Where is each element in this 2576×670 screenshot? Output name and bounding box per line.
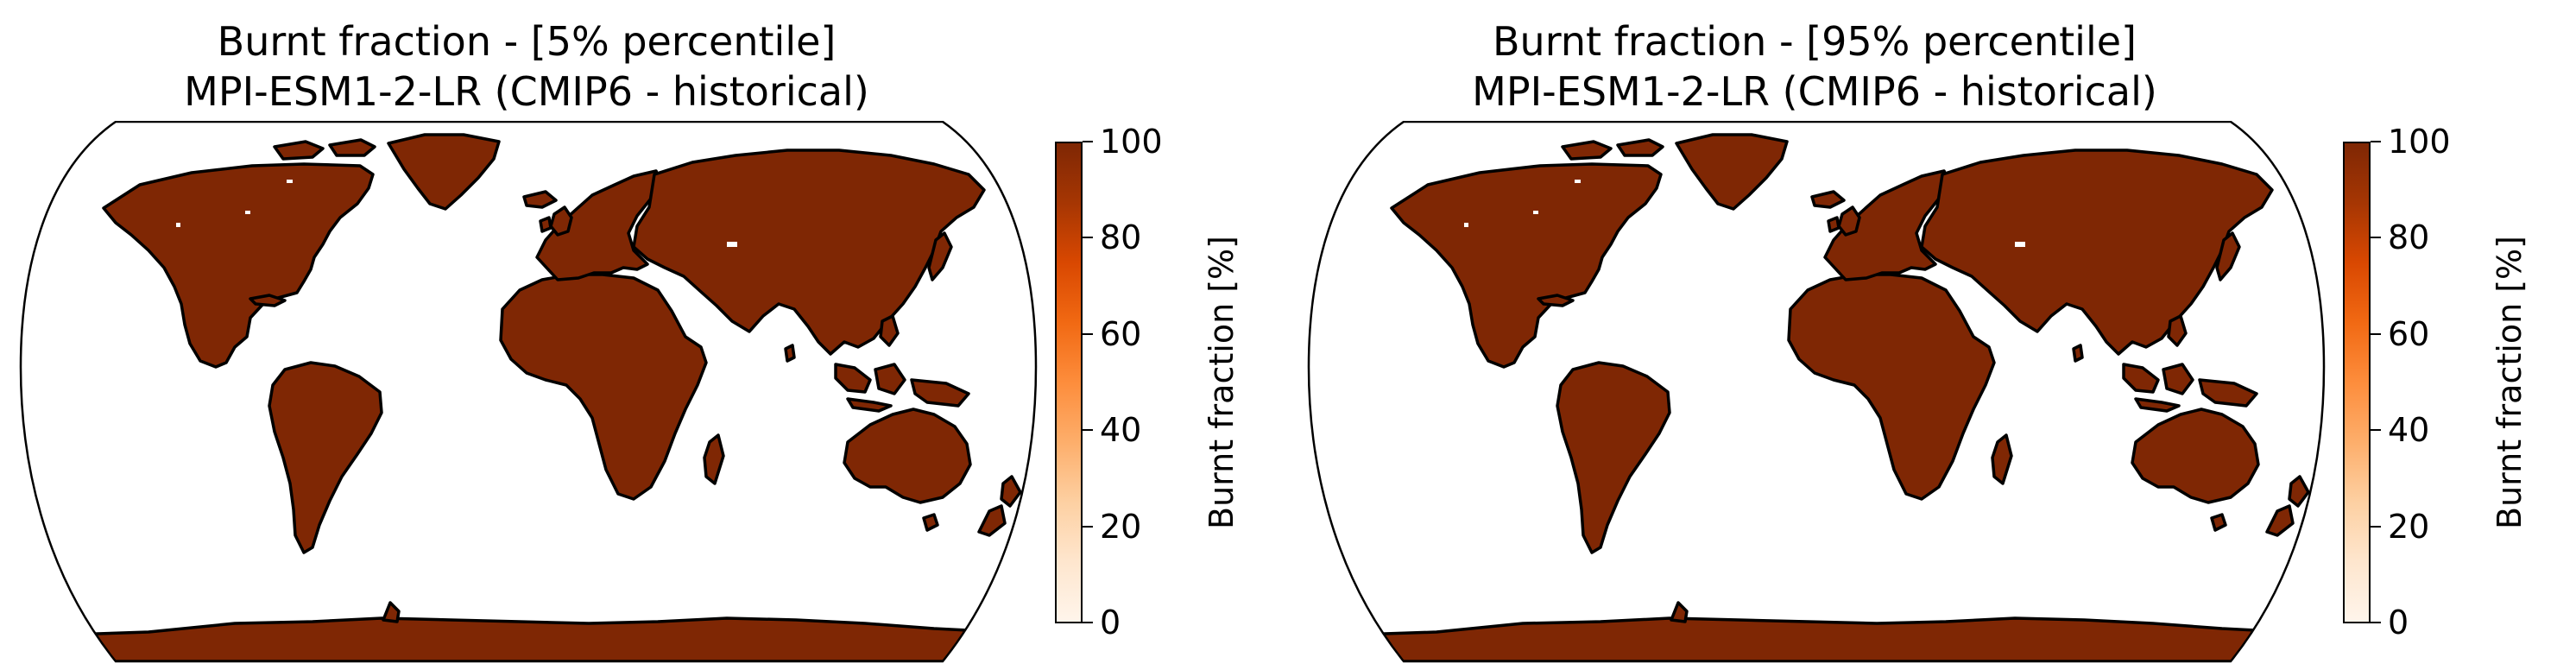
colorbar-tick <box>1083 526 1093 528</box>
colorbar-tick <box>2371 333 2381 335</box>
colorbar-label: Burnt fraction [%] <box>2491 236 2529 529</box>
colorbar-tick <box>2371 622 2381 623</box>
colorbar-tick-label: 100 <box>2388 123 2451 161</box>
colorbar <box>2343 142 2371 623</box>
colorbar-tick-label: 60 <box>2388 315 2430 353</box>
colorbar-tick-label: 0 <box>1100 604 1121 642</box>
colorbar-tick <box>2371 429 2381 431</box>
colorbar-tick <box>1083 237 1093 238</box>
panel-subtitle: MPI-ESM1-2-LR (CMIP6 - historical) <box>1472 68 2157 115</box>
world-map <box>1307 121 2326 663</box>
globe-outline <box>19 121 1038 663</box>
colorbar-tick-label: 20 <box>1100 508 1142 546</box>
colorbar-tick-label: 40 <box>2388 411 2430 449</box>
map-panel-95-percentile: Burnt fraction - [95% percentile] MPI-ES… <box>1288 0 2576 670</box>
colorbar-tick-label: 60 <box>1100 315 1142 353</box>
colorbar-tick-label: 20 <box>2388 508 2430 546</box>
panel-subtitle: MPI-ESM1-2-LR (CMIP6 - historical) <box>184 68 869 115</box>
colorbar-tick <box>2371 141 2381 142</box>
colorbar-tick <box>1083 141 1093 142</box>
map-panel-5-percentile: Burnt fraction - [5% percentile] MPI-ESM… <box>19 18 1241 663</box>
colorbar-tick-label: 100 <box>1100 123 1163 161</box>
panel-title: Burnt fraction - [95% percentile] <box>1493 18 2137 65</box>
colorbar-tick <box>1083 429 1093 431</box>
globe-outline <box>1307 121 2326 663</box>
colorbar-tick <box>2371 237 2381 238</box>
colorbar <box>1055 142 1083 623</box>
colorbar-tick-label: 80 <box>1100 218 1142 256</box>
land-masses <box>21 133 1036 661</box>
colorbar-tick-label: 80 <box>2388 218 2430 256</box>
colorbar-label: Burnt fraction [%] <box>1203 236 1241 529</box>
world-map <box>19 121 1038 663</box>
colorbar-tick <box>2371 526 2381 528</box>
colorbar-tick-label: 40 <box>1100 411 1142 449</box>
colorbar-tick <box>1083 622 1093 623</box>
colorbar-tick <box>1083 333 1093 335</box>
colorbar-tick-label: 0 <box>2388 604 2409 642</box>
land-masses <box>1309 133 2324 661</box>
panel-title: Burnt fraction - [5% percentile] <box>217 18 837 65</box>
